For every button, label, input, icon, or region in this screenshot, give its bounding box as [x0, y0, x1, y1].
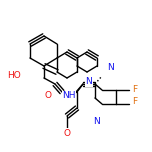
- Text: O: O: [64, 128, 71, 138]
- Text: N: N: [86, 78, 92, 86]
- Text: F: F: [132, 85, 138, 95]
- Text: HO: HO: [7, 71, 21, 81]
- Text: NH: NH: [62, 92, 76, 100]
- Text: N: N: [94, 117, 100, 126]
- Text: O: O: [45, 92, 52, 100]
- Text: F: F: [132, 97, 138, 107]
- Text: N: N: [107, 64, 113, 73]
